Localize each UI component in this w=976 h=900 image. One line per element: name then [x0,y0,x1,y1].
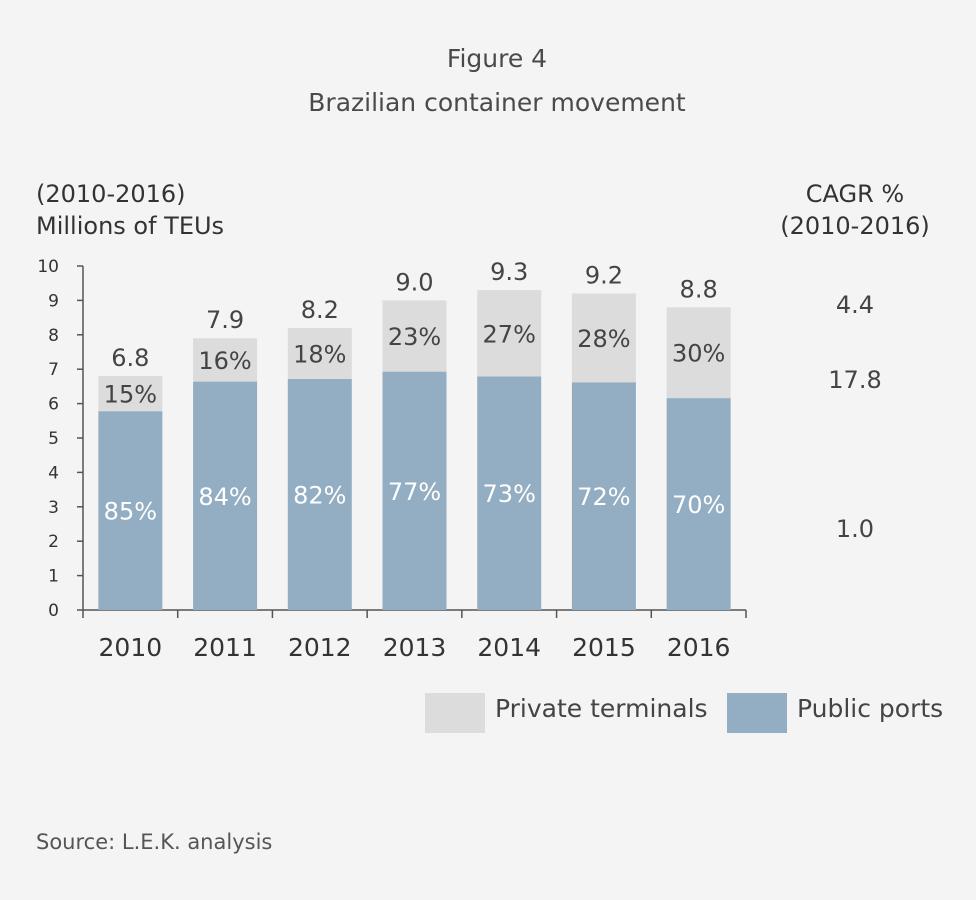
y-tick-label: 8 [48,326,59,346]
data-label-total: 9.0 [395,268,433,296]
legend-label-private-terminals: Private terminals [495,694,708,723]
data-label-total: 6.8 [111,344,149,372]
legend-label-public-ports: Public ports [797,694,944,723]
stacked-bar-chart: 0 1 2 3 4 5 6 7 8 9 10 85% 15% 6.8 2010 84% 16% 7.9 2011 82… [37,257,881,662]
bar-private-terminals [666,307,731,399]
y-tick-label: 9 [48,291,59,311]
data-label-private-share: 28% [577,325,630,353]
x-tick-label: 2015 [572,633,636,662]
legend-swatch-public-ports [727,693,787,733]
bar-private-terminals [382,300,447,372]
data-label-total: 7.9 [206,306,244,334]
y-tick-label: 3 [48,498,59,518]
data-label-total: 9.3 [490,258,528,286]
cagr-period-header: (2010-2016) [780,212,930,240]
cagr-total-value: 4.4 [836,291,874,319]
y-axis-unit-label: Millions of TEUs [36,212,225,240]
data-label-total: 8.2 [301,296,339,324]
data-label-public-share: 77% [388,478,441,506]
x-tick-label: 2010 [99,633,163,662]
bar-public-ports [193,381,258,610]
x-tick-label: 2013 [383,633,447,662]
y-tick-label: 0 [48,601,59,621]
bar-private-terminals [193,338,258,382]
bar-private-terminals [287,327,352,379]
bar-public-ports [287,378,352,610]
data-label-public-share: 70% [672,491,725,519]
cagr-private-terminals-value: 17.8 [828,366,881,394]
data-label-public-share: 73% [483,480,536,508]
bar-public-ports [666,398,731,610]
bar-private-terminals [98,376,163,412]
period-label: (2010-2016) [36,180,186,208]
data-label-private-share: 30% [672,340,725,368]
data-label-total: 9.2 [585,262,623,290]
data-label-private-share: 27% [483,320,536,348]
source-note: Source: L.E.K. analysis [36,830,273,854]
bar-public-ports [98,411,163,610]
data-label-total: 8.8 [680,275,718,303]
bar-public-ports [477,376,542,610]
bar-private-terminals [571,293,636,383]
legend-swatch-private-terminals [425,693,485,733]
data-label-private-share: 23% [388,323,441,351]
x-tick-label: 2016 [667,633,731,662]
bar-public-ports [382,371,447,610]
data-label-public-share: 84% [198,483,251,511]
cagr-header: CAGR % [805,180,905,208]
x-tick-label: 2014 [477,633,541,662]
chart-title: Brazilian container movement [308,88,686,117]
y-tick-label: 5 [48,429,59,449]
x-tick-label: 2012 [288,633,352,662]
data-label-public-share: 72% [577,483,630,511]
bar-public-ports [571,382,636,610]
x-tick-label: 2011 [193,633,257,662]
bar-private-terminals [477,290,542,377]
data-label-private-share: 15% [104,381,157,409]
y-tick-label: 2 [48,532,59,552]
y-tick-label: 1 [48,567,59,587]
data-label-public-share: 85% [104,498,157,526]
data-label-private-share: 16% [198,347,251,375]
y-tick-label: 4 [48,463,59,483]
data-label-public-share: 82% [293,481,346,509]
y-tick-label: 7 [48,360,59,380]
y-tick-label: 6 [48,395,59,415]
cagr-public-ports-value: 1.0 [836,515,874,543]
data-label-private-share: 18% [293,340,346,368]
figure-label: Figure 4 [446,44,548,73]
y-tick-label: 10 [37,257,59,277]
